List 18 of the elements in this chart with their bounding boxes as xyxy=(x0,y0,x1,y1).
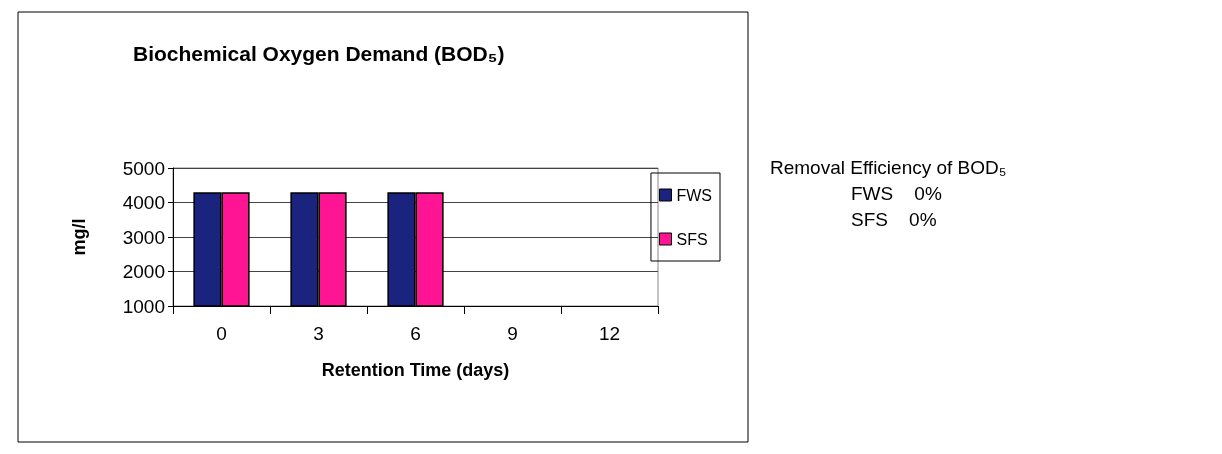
x-tick-label: 9 xyxy=(507,323,518,344)
text: SFS 0% xyxy=(851,209,937,230)
y-tick-label: 3000 xyxy=(122,226,165,248)
x-axis-title: Retention Time (days) xyxy=(321,360,510,380)
text: Removal Efficiency of BOD₅ xyxy=(770,157,1007,178)
x-tick-label: 0 xyxy=(216,323,227,344)
y-tick-label: 2000 xyxy=(122,261,165,282)
legend-label: SFS xyxy=(676,230,708,248)
y-tick-label: 1000 xyxy=(122,295,165,317)
x-tick-label: 3 xyxy=(313,323,324,344)
y-tick-label: 4000 xyxy=(122,192,165,213)
y-tick-label: 5000 xyxy=(122,157,165,179)
chart-title: Biochemical Oxygen Demand (BOD₅) xyxy=(133,42,505,65)
x-tick-label: 6 xyxy=(410,323,421,344)
y-axis-title: mg/l xyxy=(69,218,89,256)
legend-label: FWS xyxy=(676,186,712,204)
text: FWS 0% xyxy=(851,183,942,204)
x-tick-label: 12 xyxy=(598,323,621,344)
